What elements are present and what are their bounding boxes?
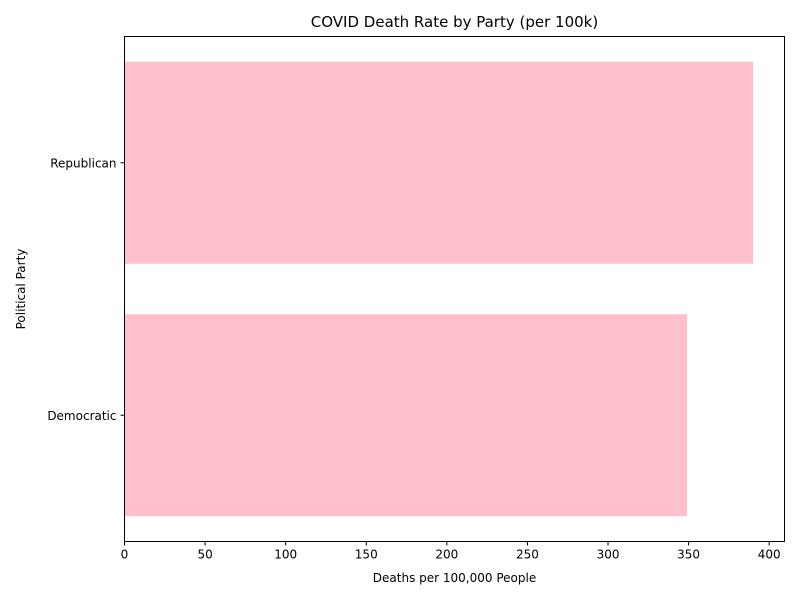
bar-democratic [124, 314, 687, 517]
x-tick-label: 150 [355, 548, 378, 562]
x-axis-label: Deaths per 100,000 People [373, 571, 536, 585]
bar-republican [124, 61, 754, 264]
x-tick-label: 350 [677, 548, 700, 562]
x-tick-label: 400 [758, 548, 781, 562]
x-tick-label: 0 [121, 548, 129, 562]
chart-title: COVID Death Rate by Party (per 100k) [311, 13, 598, 31]
y-axis-label: Political Party [14, 249, 28, 330]
x-tick-label: 200 [435, 548, 458, 562]
y-ticks-group: Democratic Republican [47, 156, 125, 423]
x-ticks-group: 0 50 100 150 200 250 300 350 400 [121, 541, 781, 562]
x-tick-label: 50 [197, 548, 212, 562]
x-tick-label: 100 [274, 548, 297, 562]
y-tick-label: Democratic [47, 409, 116, 423]
x-tick-label: 300 [597, 548, 620, 562]
plot-frame [124, 36, 785, 542]
y-tick-label: Republican [50, 156, 116, 170]
x-tick-label: 250 [516, 548, 539, 562]
bars-group [124, 61, 754, 517]
